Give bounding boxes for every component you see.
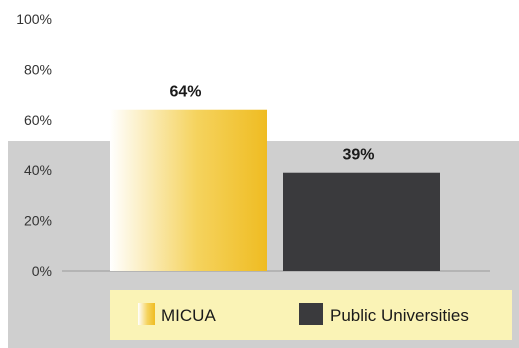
legend-label-public-universities: Public Universities — [330, 306, 469, 325]
legend-swatch-public — [299, 303, 323, 325]
data-label-public-universities: 39% — [342, 147, 374, 164]
y-tick-label: 60% — [24, 112, 52, 128]
y-tick-label: 20% — [24, 213, 52, 229]
data-labels: 64% 39% — [169, 84, 374, 164]
bar-micua — [110, 109, 267, 271]
y-tick-label: 100% — [16, 11, 52, 27]
bar-public-universities — [283, 172, 440, 271]
legend-label-micua: MICUA — [161, 306, 216, 325]
legend-swatch-micua — [138, 303, 155, 325]
y-tick-labels: 0% 20% 40% 60% 80% 100% — [16, 11, 52, 279]
bars — [110, 109, 440, 271]
y-tick-label: 40% — [24, 162, 52, 178]
data-label-micua: 64% — [169, 84, 201, 101]
y-tick-label: 80% — [24, 61, 52, 77]
legend: MICUA Public Universities — [110, 290, 512, 340]
y-tick-label: 0% — [32, 263, 52, 279]
